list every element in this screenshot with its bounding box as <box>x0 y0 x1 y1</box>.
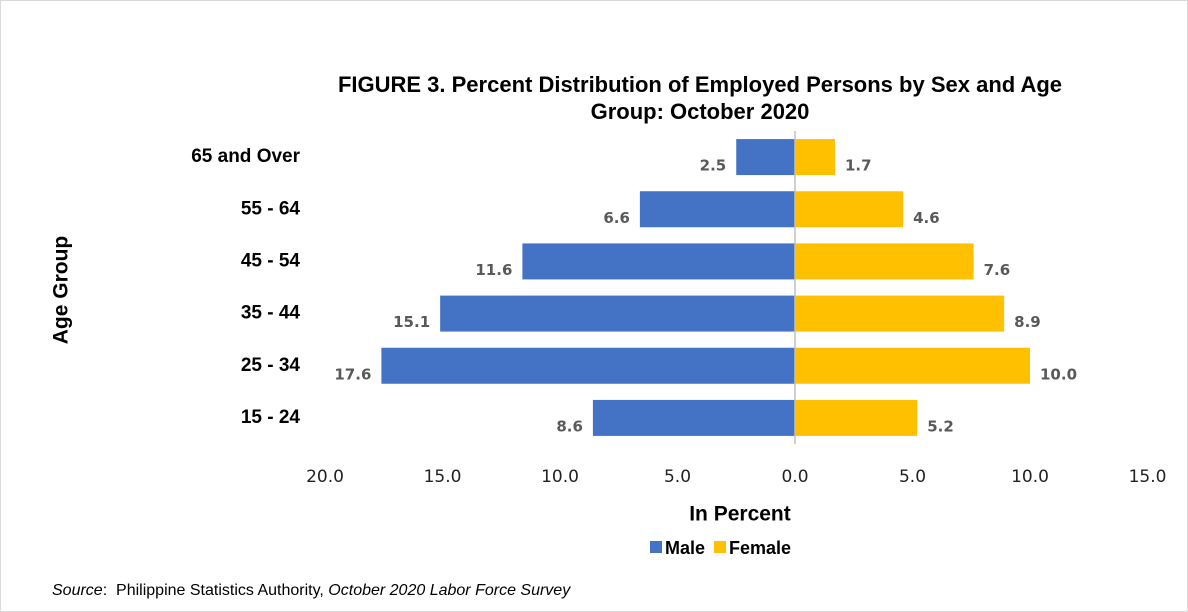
y-tick-label: 15 - 24 <box>241 407 301 428</box>
x-axis-title: In Percent <box>689 503 791 526</box>
legend-swatch <box>650 541 662 553</box>
bar <box>440 295 795 332</box>
source-survey: October 2020 Labor Force Survey <box>328 582 571 599</box>
bar <box>795 191 904 228</box>
y-axis-title: Age Group <box>50 236 73 345</box>
bar <box>795 347 1030 384</box>
bar <box>736 139 795 176</box>
source-label: Source <box>52 582 103 599</box>
x-tick-label: 5.0 <box>899 467 926 487</box>
y-tick-label: 55 - 64 <box>241 198 301 219</box>
data-label: 6.6 <box>603 209 630 227</box>
data-label: 8.9 <box>1014 313 1041 331</box>
source-note: Source: Philippine Statistics Authority,… <box>52 582 571 599</box>
data-label: 7.6 <box>984 261 1011 279</box>
data-label: 17.6 <box>334 365 371 383</box>
legend-label: Male <box>665 538 705 558</box>
data-label: 10.0 <box>1040 365 1077 383</box>
x-tick-label: 10.0 <box>541 467 579 487</box>
bar <box>522 243 795 280</box>
data-label: 4.6 <box>913 209 940 227</box>
y-tick-label: 65 and Over <box>191 146 300 167</box>
data-label: 8.6 <box>556 417 583 435</box>
x-tick-label: 20.0 <box>306 467 344 487</box>
data-label: 11.6 <box>475 261 512 279</box>
bar <box>592 399 795 436</box>
y-tick-label: 35 - 44 <box>241 303 301 324</box>
y-tick-label: 25 - 34 <box>241 355 301 376</box>
data-label: 2.5 <box>700 157 727 175</box>
legend-swatch <box>714 541 727 553</box>
data-label: 15.1 <box>393 313 430 331</box>
bar <box>795 243 974 280</box>
x-tick-label: 15.0 <box>424 467 462 487</box>
chart-title: FIGURE 3. Percent Distribution of Employ… <box>338 72 1062 97</box>
bar <box>795 399 918 436</box>
bar <box>381 347 795 384</box>
y-tick-label: 45 - 54 <box>241 250 301 271</box>
chart-title: Group: October 2020 <box>591 99 810 124</box>
bar <box>639 191 795 228</box>
source-text: : Philippine Statistics Authority, <box>103 582 329 599</box>
bar <box>795 139 835 176</box>
data-label: 1.7 <box>845 157 872 175</box>
legend-label: Female <box>729 538 791 558</box>
x-tick-label: 15.0 <box>1129 467 1167 487</box>
bar <box>795 295 1005 332</box>
x-tick-label: 0.0 <box>781 467 808 487</box>
data-label: 5.2 <box>927 417 954 435</box>
x-tick-label: 5.0 <box>664 467 691 487</box>
x-tick-label: 10.0 <box>1011 467 1049 487</box>
